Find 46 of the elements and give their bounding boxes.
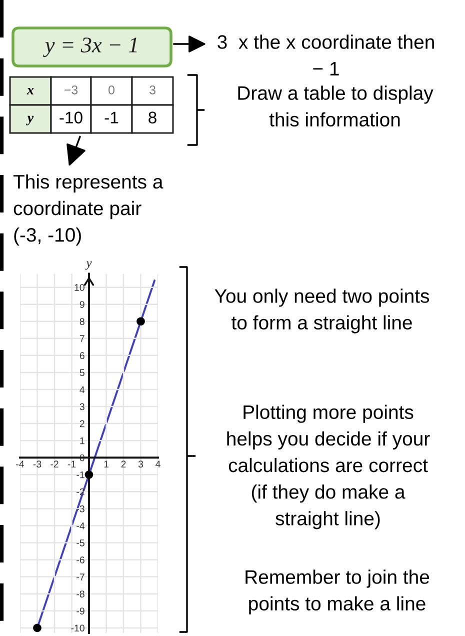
y-tick-label: 1 xyxy=(80,437,84,444)
text: 8 xyxy=(148,112,156,124)
y-tick-label: -1 xyxy=(76,471,84,478)
y-tick-label: -4 xyxy=(76,522,85,530)
y-tick-label: 6 xyxy=(80,352,84,360)
point xyxy=(33,624,42,632)
text: x xyxy=(26,88,34,94)
text: Plotting more points helps you decide if your calculations are correct (if they do make a straight line) xyxy=(227,404,430,530)
text: y xyxy=(26,116,34,126)
y-tick-label: 8 xyxy=(80,318,84,325)
x-tick-label: 1 xyxy=(104,460,108,468)
text: This represents a coordinate pair (-3, -10) xyxy=(13,174,164,246)
y-tick-label: -2 xyxy=(76,488,84,496)
y-tick-label: 9 xyxy=(80,301,84,308)
y-tick-label: 3 xyxy=(80,403,84,410)
x-tick-label: 4 xyxy=(156,460,160,468)
y-tick-label: -10 xyxy=(71,624,84,632)
y-tick-label: -5 xyxy=(76,540,84,546)
text: -1 xyxy=(104,112,118,124)
x-tick-label: -3 xyxy=(33,460,42,468)
y-tick-label: 5 xyxy=(80,369,84,376)
y-axis-title: y xyxy=(85,261,92,270)
y-tick-label: -9 xyxy=(76,608,84,614)
text: −3 xyxy=(64,86,78,94)
x-tick-label: -1 xyxy=(68,460,76,468)
y-tick-label: 7 xyxy=(80,335,84,342)
y-tick-label: -8 xyxy=(76,590,84,598)
text: Draw a table to display this information xyxy=(238,86,434,127)
text: 3 x the x coordinate then − 1 xyxy=(218,34,434,76)
text: You only need two points to form a straight line xyxy=(214,288,430,334)
point xyxy=(136,317,145,326)
text: Remember to join the points to make a line xyxy=(246,570,430,614)
y-tick-label: 10 xyxy=(74,284,84,291)
x-tick-label: -4 xyxy=(16,460,24,468)
y-tick-label: -7 xyxy=(76,574,84,580)
x-tick-label: 3 xyxy=(138,460,144,468)
x-tick-label: 2 xyxy=(121,460,126,468)
y-tick-label: 4 xyxy=(80,386,85,394)
y-tick-label: -3 xyxy=(76,505,84,512)
y-tick-label: -6 xyxy=(76,556,84,564)
y-tick-label: 2 xyxy=(80,420,84,428)
text: 3 xyxy=(150,86,156,94)
x-tick-label: -2 xyxy=(50,460,58,468)
chart-title: y = 3x − 1 xyxy=(43,38,137,58)
point xyxy=(84,470,94,479)
text: 0 xyxy=(108,86,114,94)
